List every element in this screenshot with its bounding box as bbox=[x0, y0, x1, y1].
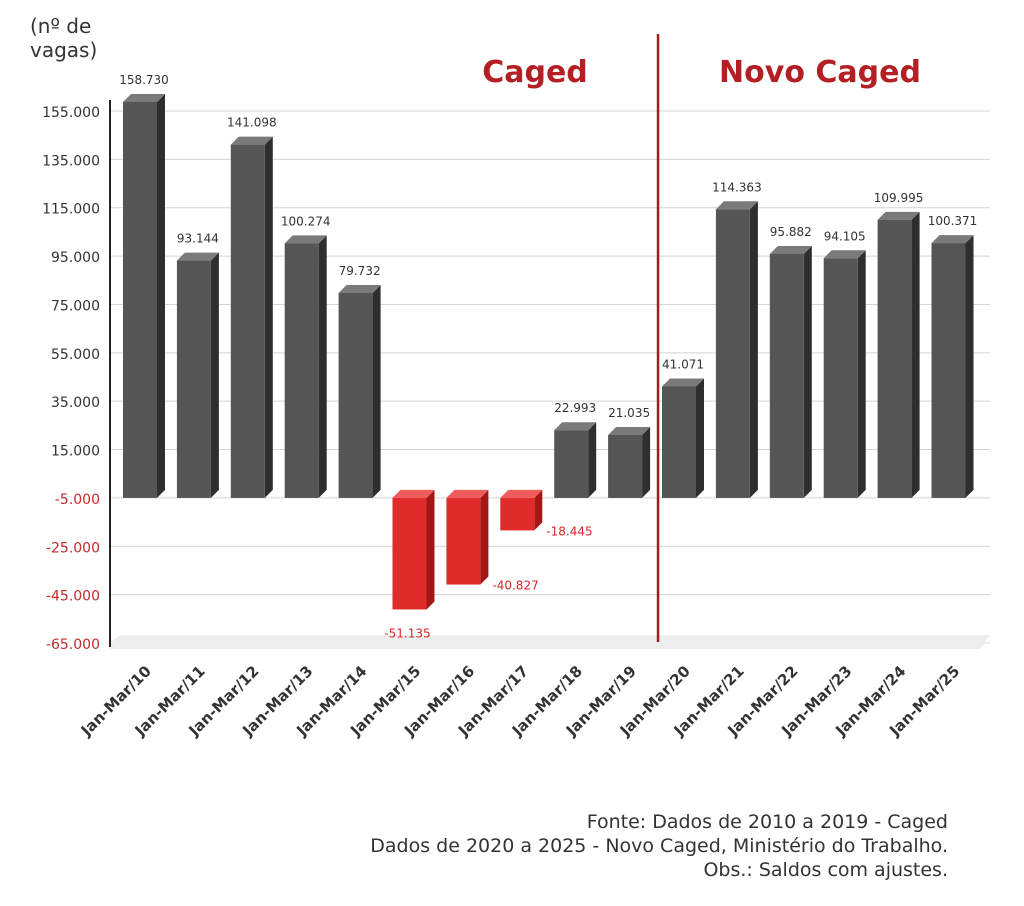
bar-side bbox=[642, 426, 651, 498]
bar-side bbox=[911, 211, 920, 498]
data-label: -40.827 bbox=[492, 579, 538, 593]
y-tick-label: 135.000 bbox=[42, 153, 100, 169]
section-label-novo-caged: Novo Caged bbox=[719, 55, 921, 90]
bar-side bbox=[965, 235, 974, 498]
data-label: -51.135 bbox=[384, 626, 430, 640]
bar bbox=[500, 497, 535, 531]
bar-top bbox=[823, 250, 866, 259]
bar-top bbox=[931, 235, 974, 244]
bar-side bbox=[696, 378, 704, 498]
y-tick-label: -25.000 bbox=[46, 540, 100, 556]
y-tick-label: 55.000 bbox=[51, 347, 100, 363]
y-tick-label: -45.000 bbox=[46, 589, 100, 605]
plot-floor bbox=[110, 635, 990, 649]
bar bbox=[338, 293, 373, 498]
bar-top bbox=[284, 235, 327, 244]
bar bbox=[554, 430, 589, 498]
source-note: Fonte: Dados de 2010 a 2019 - Caged Dado… bbox=[370, 810, 948, 882]
bar-top bbox=[500, 489, 543, 498]
y-tick-label: 75.000 bbox=[51, 298, 100, 314]
bar bbox=[123, 101, 157, 498]
bar-top bbox=[176, 252, 219, 261]
bar bbox=[230, 144, 265, 498]
y-axis-unit-label: (nº de vagas) bbox=[30, 14, 98, 62]
bar-top bbox=[446, 489, 489, 498]
bar-top bbox=[715, 201, 758, 210]
bar bbox=[392, 497, 427, 610]
bar-top bbox=[338, 285, 381, 294]
bar-side bbox=[749, 201, 758, 498]
bar bbox=[823, 258, 858, 498]
y-tick-label: 115.000 bbox=[42, 202, 100, 218]
data-label: 22.993 bbox=[554, 401, 596, 415]
data-label: 114.363 bbox=[712, 180, 762, 194]
bar-side bbox=[372, 285, 381, 498]
bar-side bbox=[588, 422, 597, 498]
data-label: 141.098 bbox=[227, 116, 277, 130]
source-note-line: Obs.: Saldos com ajustes. bbox=[703, 859, 948, 881]
bar-side bbox=[318, 235, 327, 498]
bar bbox=[715, 209, 750, 498]
data-label: 93.144 bbox=[177, 232, 219, 246]
bar-top bbox=[230, 136, 273, 145]
bar bbox=[446, 497, 481, 585]
y-tick-label: 35.000 bbox=[51, 395, 100, 411]
bar-side bbox=[803, 245, 812, 498]
data-label: 79.732 bbox=[339, 264, 381, 278]
bar-top bbox=[877, 211, 920, 220]
bar bbox=[769, 253, 804, 498]
data-label: 109.995 bbox=[874, 191, 924, 205]
data-label: -18.445 bbox=[546, 524, 592, 538]
bar bbox=[284, 243, 319, 498]
bar-side bbox=[210, 252, 219, 498]
y-tick-label: -65.000 bbox=[46, 637, 100, 653]
bar-top bbox=[554, 422, 597, 431]
data-label: 94.105 bbox=[824, 229, 866, 243]
y-tick-label: -5.000 bbox=[55, 492, 100, 508]
bar-side bbox=[534, 489, 543, 531]
bar-top bbox=[123, 93, 165, 102]
bar bbox=[662, 386, 696, 498]
bar-side bbox=[480, 489, 489, 585]
bar-top bbox=[608, 426, 651, 435]
source-note-line: Fonte: Dados de 2010 a 2019 - Caged bbox=[586, 811, 948, 833]
source-note-line: Dados de 2020 a 2025 - Novo Caged, Minis… bbox=[370, 835, 948, 857]
y-tick-label: 155.000 bbox=[42, 105, 100, 121]
y-tick-label: 95.000 bbox=[51, 250, 100, 266]
section-label-caged: Caged bbox=[482, 55, 588, 90]
data-label: 41.071 bbox=[662, 358, 704, 372]
bar-side bbox=[157, 93, 165, 498]
data-label: 100.274 bbox=[281, 214, 331, 228]
bar-chart: 155.000 135.000 115.000 95.000 75.000 55.000 3… bbox=[42, 34, 990, 740]
data-label: 95.882 bbox=[770, 225, 812, 239]
data-label: 21.035 bbox=[608, 406, 650, 420]
bar-side bbox=[264, 136, 273, 498]
bar-top bbox=[662, 378, 704, 387]
data-label: 100.371 bbox=[928, 214, 978, 228]
bar bbox=[877, 219, 912, 498]
bar bbox=[931, 243, 966, 498]
y-tick-label: 15.000 bbox=[51, 444, 100, 460]
bar-top bbox=[392, 489, 435, 498]
bar-side bbox=[426, 489, 435, 610]
bar bbox=[176, 260, 211, 498]
bar-side bbox=[857, 250, 866, 498]
data-label: 158.730 bbox=[119, 73, 169, 87]
bar bbox=[608, 434, 643, 498]
bar-top bbox=[769, 245, 812, 254]
